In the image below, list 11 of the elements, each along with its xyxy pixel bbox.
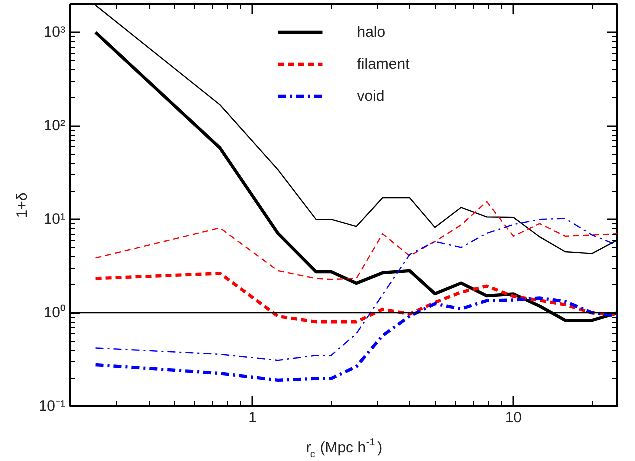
legend-label: filament <box>357 56 410 72</box>
y-tick-label: 10¹ <box>44 211 66 228</box>
x-tick-label: 10 <box>505 410 522 426</box>
y-tick-label: 10⁻¹ <box>38 398 66 415</box>
y-tick-label: 10⁰ <box>44 304 66 322</box>
legend-label: halo <box>357 24 386 40</box>
x-tick-label: 1 <box>248 410 258 426</box>
y-tick-label: 10³ <box>44 24 66 42</box>
legend-label: void <box>357 88 385 104</box>
y-tick-label: 10² <box>44 118 66 135</box>
y-axis-title: 1+δ <box>14 192 31 218</box>
